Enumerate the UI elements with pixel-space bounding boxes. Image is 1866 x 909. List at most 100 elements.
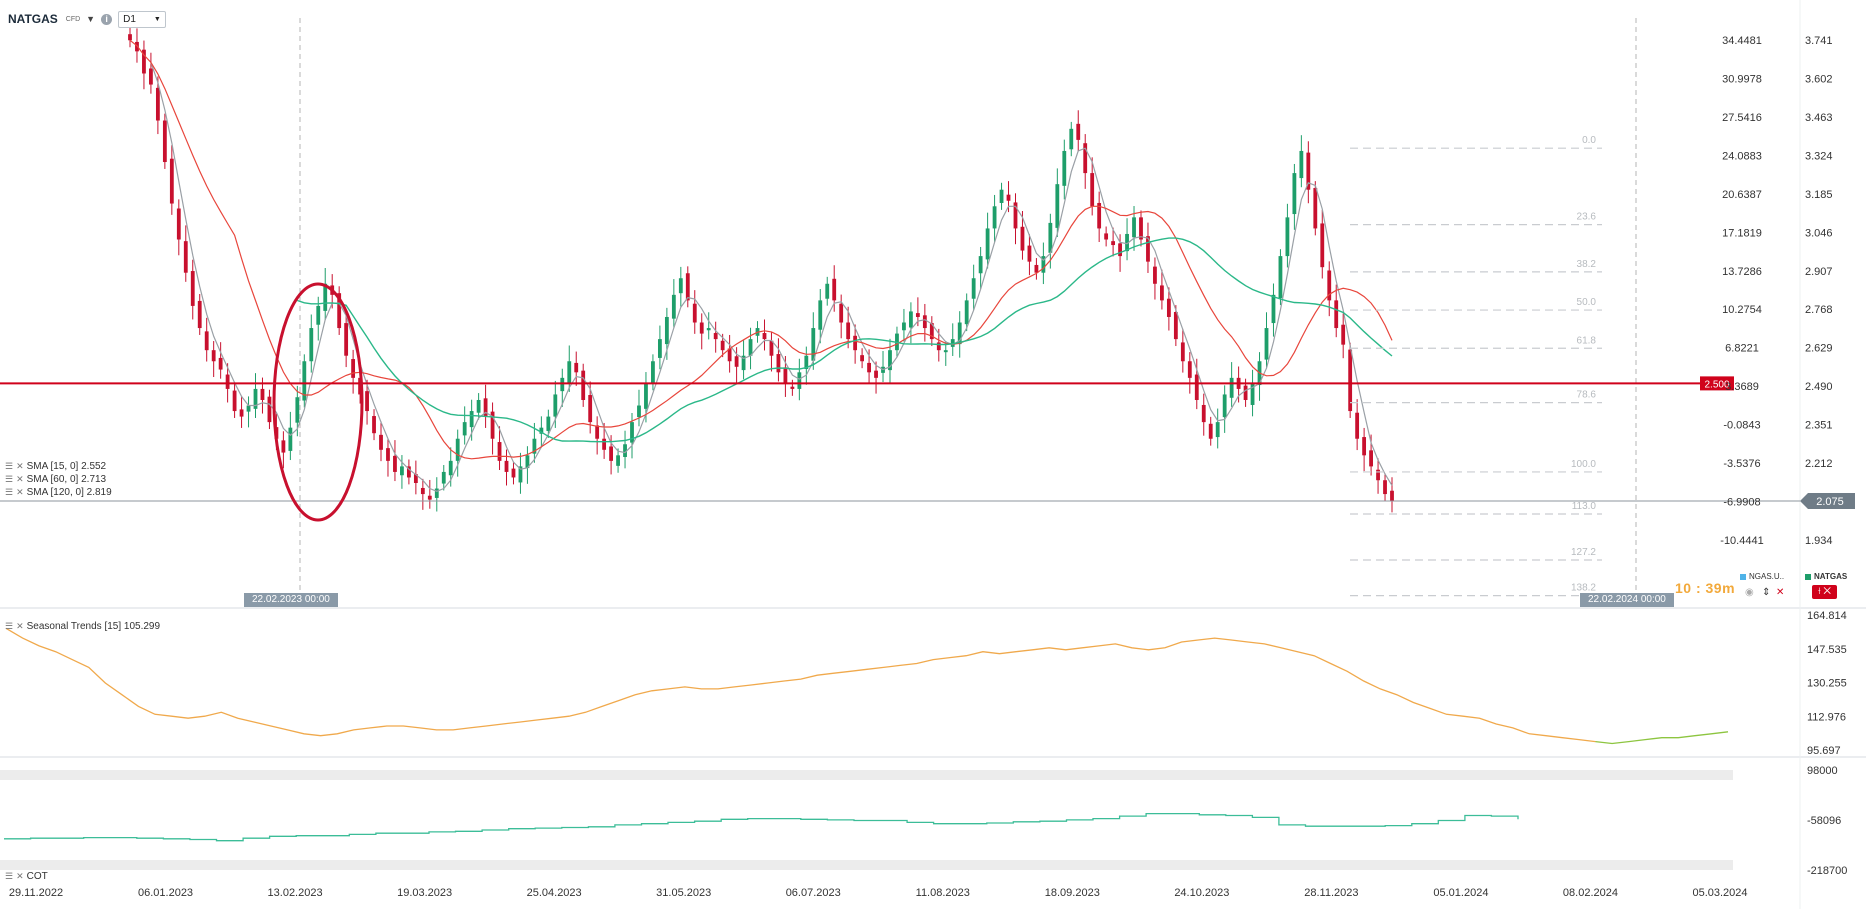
indicator-sma15[interactable]: ☰ ✕ SMA [15, 0] 2.552 <box>5 461 106 472</box>
candle-body <box>225 374 230 389</box>
close-icon[interactable]: ✕ <box>16 474 24 484</box>
candle-body <box>302 361 307 401</box>
sort-icon[interactable]: ⇕ <box>1762 587 1771 598</box>
candle-body <box>818 300 823 330</box>
panel-band <box>0 770 1733 780</box>
x-axis-label: 05.01.2024 <box>1433 887 1488 899</box>
candle-body <box>448 460 453 476</box>
candle-body <box>344 323 349 356</box>
x-axis-label: 29.11.2022 <box>9 887 63 899</box>
candle-body <box>922 315 927 329</box>
candle-body <box>218 357 223 370</box>
candle-body <box>985 228 990 260</box>
candle-body <box>846 322 851 340</box>
candle-body <box>943 350 948 353</box>
symbol-name[interactable]: NATGAS <box>8 12 58 26</box>
seasonal-forecast-line <box>1595 731 1729 745</box>
candle-body <box>1327 270 1332 301</box>
chevron-down-icon: ▼ <box>153 15 161 23</box>
candle-body <box>232 390 237 412</box>
candle-body <box>1229 377 1234 398</box>
menu-icon[interactable]: ☰ <box>5 461 14 471</box>
cot-axis-label: 98000 <box>1807 765 1838 777</box>
candle-body <box>539 427 544 434</box>
info-icon[interactable]: i <box>101 13 113 25</box>
x-axis-label: 25.04.2023 <box>527 887 582 899</box>
candle-close-icon[interactable]: ⟊ ✕ <box>1812 585 1837 599</box>
candle-body <box>253 388 258 409</box>
ellipse-annotation <box>272 282 364 522</box>
close-icon[interactable]: ✕ <box>16 461 24 471</box>
candle-body <box>1132 217 1136 238</box>
seasonal-axis-label: 112.976 <box>1807 711 1846 723</box>
candle-body <box>469 411 474 428</box>
close-icon[interactable]: ✕ <box>16 487 24 497</box>
candle-body <box>769 340 774 356</box>
menu-icon[interactable]: ☰ <box>5 487 14 497</box>
close-icon[interactable]: ✕ <box>16 621 24 631</box>
candle-body <box>358 377 362 395</box>
candle-body <box>1334 300 1339 329</box>
candle-body <box>434 488 439 498</box>
candle-body <box>1194 374 1199 400</box>
symbol-dropdown-icon[interactable]: ▼ <box>86 14 96 24</box>
candle-body <box>1355 412 1360 439</box>
price-axis-label: 3.185 <box>1805 189 1833 201</box>
indicator-seasonal[interactable]: ☰ ✕ Seasonal Trends [15] 105.299 <box>5 621 160 632</box>
candle-body <box>1180 342 1185 362</box>
candle-body <box>351 359 356 378</box>
candle-body <box>490 411 495 439</box>
candle-body <box>915 313 920 317</box>
candle-body <box>1222 394 1227 418</box>
indicator-cot[interactable]: ☰ ✕ COT <box>5 871 48 882</box>
timeframe-select[interactable]: D1 ▼ <box>118 10 166 28</box>
menu-icon[interactable]: ☰ <box>5 621 14 631</box>
candle-body <box>1292 173 1297 215</box>
close-icon[interactable]: ✕ <box>16 871 24 881</box>
x-axis-label: 18.09.2023 <box>1045 887 1100 899</box>
candle-body <box>567 361 572 383</box>
close-icon[interactable]: ✕ <box>1776 587 1785 598</box>
candle-body <box>678 278 683 294</box>
x-axis-label: 28.11.2023 <box>1304 887 1358 899</box>
candle-body <box>706 328 711 331</box>
x-axis-label: 11.08.2023 <box>916 887 970 899</box>
indicator-sma60[interactable]: ☰ ✕ SMA [60, 0] 2.713 <box>5 474 106 485</box>
candle-body <box>832 278 837 301</box>
candle-body <box>441 471 446 484</box>
candle-body <box>776 354 781 373</box>
legend-series-a[interactable]: NGAS.U.. <box>1740 572 1784 581</box>
candle-body <box>406 466 411 478</box>
menu-icon[interactable]: ☰ <box>5 871 14 881</box>
candle-body <box>699 322 704 334</box>
eye-icon[interactable]: ◉ <box>1745 587 1754 598</box>
menu-icon[interactable]: ☰ <box>5 474 14 484</box>
candle-body <box>804 355 809 369</box>
candle-body <box>1166 298 1171 317</box>
candle-body <box>420 487 425 495</box>
candle-body <box>874 370 878 378</box>
last-price-label: 2.075 <box>1816 496 1844 508</box>
candle-body <box>1041 256 1046 273</box>
seasonal-axis-label: 147.535 <box>1807 644 1847 656</box>
secondary-axis-label: 17.1819 <box>1722 227 1762 239</box>
candle-body <box>741 355 746 371</box>
candle-body <box>588 395 593 423</box>
color-swatch <box>1740 573 1746 580</box>
candle-body <box>1243 385 1248 400</box>
legend-series-b[interactable]: NATGAS <box>1805 572 1847 581</box>
candle-body <box>525 455 530 469</box>
indicator-sma120[interactable]: ☰ ✕ SMA [120, 0] 2.819 <box>5 487 112 498</box>
panel-band <box>0 860 1733 870</box>
price-axis-label: 2.629 <box>1805 343 1833 355</box>
candle-body <box>197 300 202 329</box>
candle-body <box>929 323 934 340</box>
cot-line <box>4 812 1519 842</box>
candle-body <box>888 350 892 371</box>
secondary-axis-label: -0.0843 <box>1723 420 1760 432</box>
candle-body <box>267 396 272 423</box>
candle-body <box>162 120 167 163</box>
candle-body <box>860 355 865 362</box>
candle-body <box>400 466 404 476</box>
